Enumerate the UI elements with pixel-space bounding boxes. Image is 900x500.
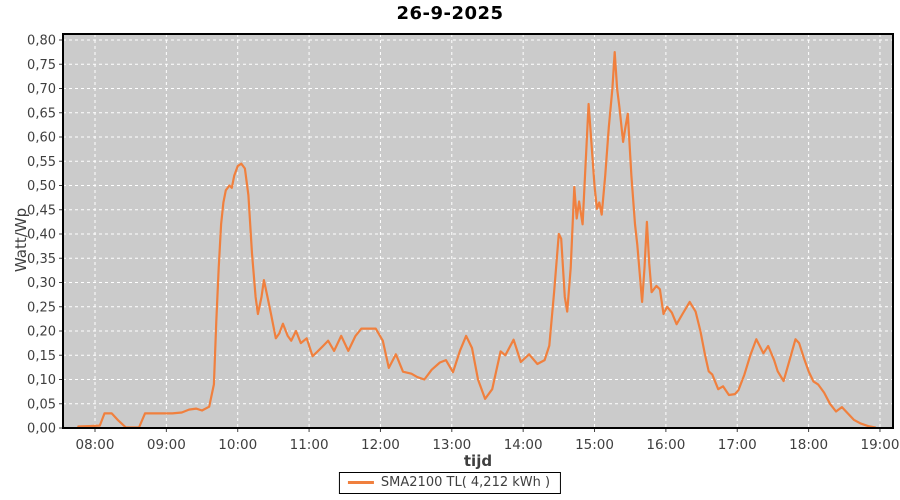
x-tick-label: 16:00 — [646, 437, 685, 453]
x-tick-label: 18:00 — [789, 437, 828, 453]
x-tick-label: 13:00 — [432, 437, 471, 453]
y-tick-label: 0,50 — [27, 179, 56, 194]
x-tick-label: 12:00 — [361, 437, 400, 453]
y-tick-label: 0,10 — [27, 373, 56, 388]
y-tick-label: 0,05 — [27, 397, 56, 412]
x-tick-label: 11:00 — [290, 437, 329, 453]
y-tick-label: 0,35 — [27, 252, 56, 267]
y-tick-label: 0,30 — [27, 276, 56, 291]
x-tick-label: 19:00 — [861, 437, 900, 453]
x-tick-label: 14:00 — [504, 437, 543, 453]
x-axis-title: tijd — [463, 452, 493, 470]
y-tick-label: 0,75 — [27, 58, 56, 73]
y-tick-label: 0,55 — [27, 155, 56, 170]
chart-title: 26-9-2025 — [396, 3, 504, 24]
y-tick-label: 0,20 — [27, 325, 56, 340]
y-tick-label: 0,80 — [27, 34, 56, 49]
x-tick-label: 09:00 — [147, 437, 186, 453]
x-tick-label: 17:00 — [718, 437, 757, 453]
plot-background — [63, 34, 893, 428]
plot-border — [62, 33, 894, 429]
x-tick-label: 15:00 — [575, 437, 614, 453]
legend-line-icon — [347, 481, 374, 484]
y-tick-label: 0,70 — [27, 82, 56, 97]
y-axis-title: Watt/Wp — [12, 207, 30, 273]
y-tick-label: 0,25 — [27, 300, 56, 315]
y-tick-label: 0,00 — [27, 422, 56, 437]
legend: SMA2100 TL( 4,212 kWh ) — [338, 472, 562, 494]
legend-label: SMA2100 TL( 4,212 kWh ) — [380, 475, 551, 490]
y-tick-label: 0,60 — [27, 131, 56, 146]
y-tick-label: 0,15 — [27, 349, 56, 364]
y-tick-label: 0,65 — [27, 106, 56, 121]
y-tick-label: 0,45 — [27, 203, 56, 218]
y-tick-label: 0,40 — [27, 228, 56, 243]
x-tick-label: 08:00 — [76, 437, 115, 453]
x-tick-label: 10:00 — [218, 437, 257, 453]
series-line — [77, 50, 877, 429]
